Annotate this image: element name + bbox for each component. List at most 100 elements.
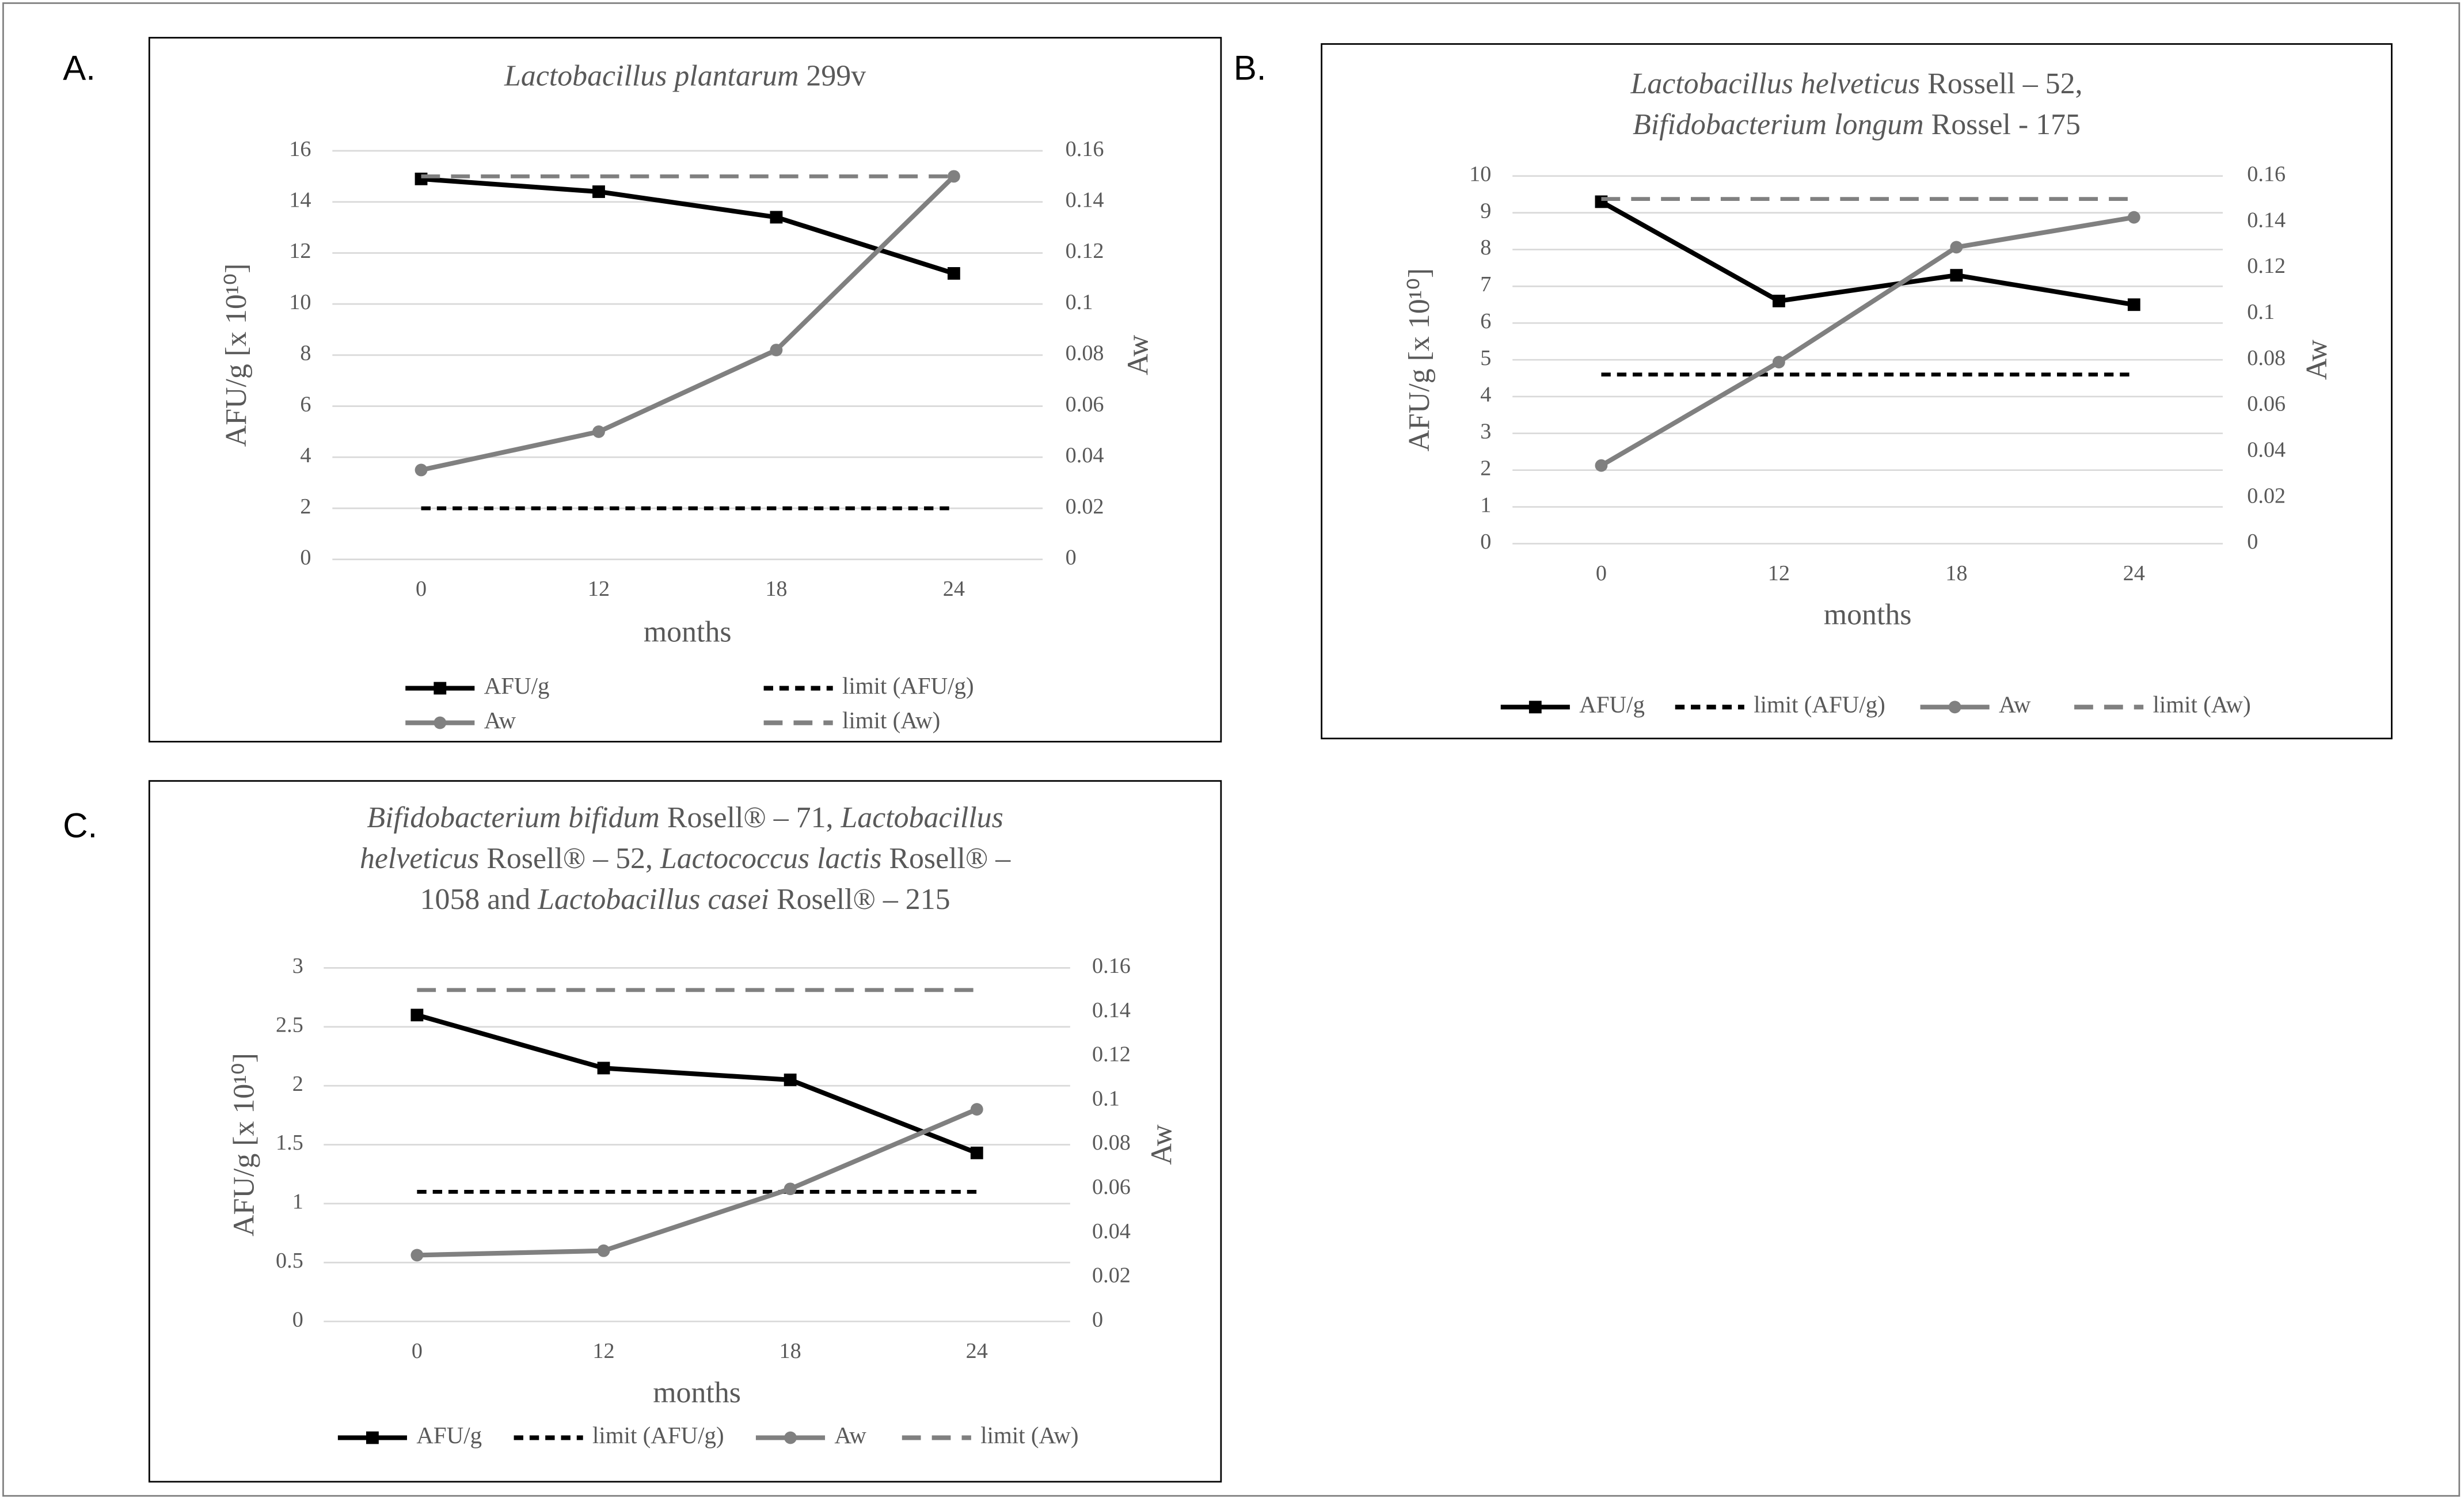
marker [410, 1249, 424, 1262]
marker [1772, 294, 1785, 307]
legend-label: limit (AFU/g) [842, 673, 974, 699]
y-tick-label: 1 [292, 1190, 303, 1214]
y-tick-label: 6 [300, 392, 311, 416]
y2-tick-label: 0.08 [1092, 1131, 1131, 1155]
y2-tick-label: 0 [1066, 545, 1077, 569]
y2-tick-label: 0.04 [1092, 1219, 1131, 1243]
title-part: Lactobacillus casei [537, 883, 769, 916]
x-axis-label: months [653, 1376, 741, 1409]
marker [970, 1146, 983, 1159]
y2-axis-label: Aw [1146, 1124, 1178, 1165]
x-tick-label: 12 [1768, 561, 1790, 585]
marker [784, 1073, 797, 1086]
legend-label: Aw [484, 707, 516, 733]
y-tick-label: 2 [1480, 456, 1491, 480]
y2-tick-label: 0.02 [1066, 494, 1104, 519]
y-tick-label: 10 [289, 290, 311, 314]
legend-label: AFU/g [484, 673, 550, 699]
y2-tick-label: 0.1 [1066, 290, 1093, 314]
y-tick-label: 16 [289, 137, 311, 161]
y-tick-label: 0 [1480, 530, 1491, 554]
x-tick-label: 24 [2123, 561, 2145, 585]
chart-panel: A. Lactobacillus plantarum 299v0246810121… [63, 37, 1222, 743]
y2-tick-label: 0 [1092, 1307, 1103, 1331]
y2-tick-label: 0.14 [1066, 188, 1104, 212]
y2-tick-label: 0.16 [1066, 137, 1104, 161]
y2-tick-label: 0.16 [2247, 162, 2286, 186]
y-tick-label: 5 [1480, 346, 1491, 370]
y-tick-label: 0 [300, 545, 311, 569]
marker [947, 170, 960, 183]
y2-tick-label: 0.04 [1066, 443, 1104, 467]
title-part: Bifidobacterium longum [1633, 108, 1924, 141]
marker [2127, 211, 2140, 224]
y2-tick-label: 0.16 [1092, 954, 1131, 978]
chart-title: helveticus Rosell® – 52, Lactococcus lac… [360, 842, 1011, 875]
y2-tick-label: 0.12 [1066, 239, 1104, 263]
y-axis-label: AFU/g [x 10¹⁰] [227, 1053, 260, 1237]
y2-axis-label: Aw [2301, 339, 2333, 380]
marker [597, 1062, 610, 1075]
x-tick-label: 12 [588, 577, 610, 601]
series-line [417, 1107, 978, 1258]
legend-label: limit (Aw) [842, 707, 940, 733]
x-tick-label: 18 [779, 1339, 801, 1363]
panel-label: B. [1234, 49, 1267, 87]
legend-label: AFU/g [1579, 692, 1645, 718]
y-tick-label: 4 [300, 443, 311, 467]
series-line [1600, 199, 2135, 307]
y-tick-label: 8 [1480, 235, 1491, 260]
legend-label: limit (AFU/g) [1754, 692, 1885, 718]
title-part: Rosell® – [881, 842, 1011, 875]
x-tick-label: 0 [412, 1339, 423, 1363]
legend-marker [1948, 701, 1961, 714]
y2-tick-label: 0 [2247, 530, 2258, 554]
marker [415, 463, 428, 477]
title-part: Rossel - 175 [1924, 108, 2081, 141]
title-part: Bifidobacterium bifidum [367, 801, 659, 834]
marker [597, 1244, 610, 1257]
legend-marker [784, 1431, 797, 1444]
y-tick-label: 14 [289, 188, 311, 212]
legend-marker [1528, 701, 1542, 714]
x-tick-label: 18 [1945, 561, 1967, 585]
legend-label: Aw [834, 1422, 866, 1448]
marker [592, 425, 605, 438]
panel-label: C. [63, 806, 97, 844]
marker [410, 1009, 424, 1022]
y2-tick-label: 0.08 [1066, 341, 1104, 366]
y-axis-label: AFU/g [x 10¹⁰] [1403, 268, 1436, 452]
marker [592, 185, 605, 198]
panel-frame [1321, 43, 2393, 740]
y-tick-label: 2 [300, 494, 311, 519]
title-part: Lactococcus lactis [660, 842, 882, 875]
legend-marker [434, 716, 447, 729]
x-tick-label: 12 [592, 1339, 614, 1363]
x-axis-label: months [644, 616, 732, 649]
y-tick-label: 3 [1480, 420, 1491, 444]
title-part: helveticus [360, 842, 479, 875]
title-part: 1058 and [420, 883, 538, 916]
marker [770, 211, 783, 224]
legend-label: limit (Aw) [2153, 692, 2251, 718]
y-tick-label: 2.5 [276, 1013, 303, 1037]
marker [970, 1103, 983, 1116]
chart-title: Lactobacillus helveticus Rossell – 52, [1630, 67, 2082, 100]
y2-tick-label: 0.02 [2247, 484, 2286, 508]
series-line [416, 1013, 978, 1155]
x-tick-label: 24 [943, 577, 965, 601]
y2-tick-label: 0.08 [2247, 346, 2286, 370]
y2-tick-label: 0.12 [2247, 254, 2286, 278]
chart-panel: C. Bifidobacterium bifidum Rosell® – 71, … [63, 780, 1222, 1483]
marker [1772, 356, 1785, 368]
title-part: Lactobacillus helveticus [1630, 67, 1920, 100]
y2-tick-label: 0.14 [2247, 208, 2286, 232]
y-tick-label: 7 [1480, 272, 1491, 296]
y2-tick-label: 0.06 [1092, 1175, 1131, 1199]
title-part: Lactobacillus plantarum [504, 59, 798, 92]
legend-label: limit (Aw) [980, 1422, 1078, 1448]
title-part: Rossell – 52, [1920, 67, 2082, 100]
y-tick-label: 1.5 [276, 1131, 303, 1155]
